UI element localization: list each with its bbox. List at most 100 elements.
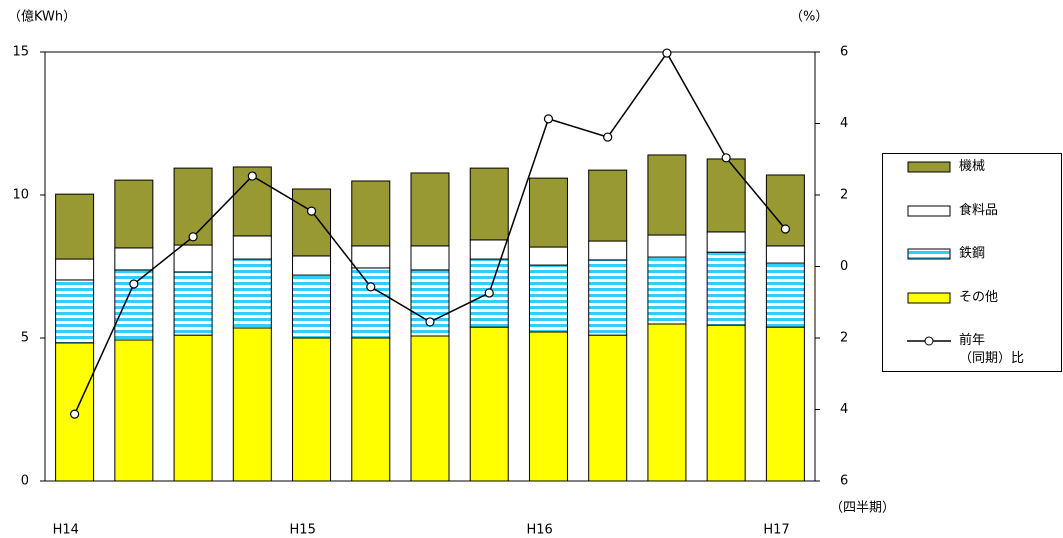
legend-box: [907, 292, 951, 303]
x-axis-label: （四半期）: [830, 501, 895, 516]
y-tick-label: 5: [21, 331, 29, 346]
bar-segment: [647, 256, 687, 325]
legend-label: 機械: [959, 159, 986, 174]
x-tick-label: H14: [53, 523, 79, 538]
bar-segment: [351, 267, 391, 339]
y-tick-label: 15: [12, 45, 29, 60]
legend: 機械食料品鉄鋼その他前年 （同期）比: [882, 153, 1062, 372]
bar-segment: [292, 188, 332, 257]
x-tick-label: H15: [290, 523, 316, 538]
y2-axis-label: （%）: [790, 10, 828, 25]
bar-segment: [588, 240, 628, 261]
line-marker: [662, 48, 672, 58]
y2-tick-label: 2: [840, 188, 848, 203]
line-marker: [366, 282, 376, 292]
bar-segment: [114, 339, 154, 482]
legend-entry: 鉄鋼: [907, 245, 985, 263]
bar-segment: [588, 169, 628, 242]
bar-segment: [351, 245, 391, 269]
y2-tick-label: 4: [840, 116, 848, 131]
bar-segment: [647, 323, 687, 482]
bar-segment: [528, 331, 568, 482]
bar-segment: [55, 258, 95, 281]
bar-segment: [173, 334, 213, 482]
bar-segment: [528, 264, 568, 333]
bar-segment: [469, 258, 509, 328]
legend-label: 前年 （同期）比: [959, 333, 1025, 366]
bar-segment: [647, 234, 687, 258]
bar-segment: [292, 274, 332, 339]
legend-entry: 食料品: [907, 202, 998, 220]
bar-segment: [765, 245, 805, 264]
legend-box: [907, 161, 951, 173]
bar-segment: [647, 154, 687, 236]
legend-box: [907, 248, 951, 260]
legend-marker: [924, 336, 934, 346]
legend-swatch: [907, 205, 951, 216]
bar-segment: [528, 177, 568, 248]
bar-segment: [351, 180, 391, 247]
bar-segment: [292, 337, 332, 482]
y2-tick-label: 6: [840, 45, 848, 60]
y-tick-label: 10: [12, 188, 29, 203]
bar-segment: [292, 255, 332, 276]
legend-entry: 機械: [907, 158, 985, 176]
bar-segment: [469, 326, 509, 482]
line-marker: [70, 409, 80, 419]
legend-swatch: [907, 161, 951, 173]
line-marker: [780, 224, 790, 234]
x-tick-label: H16: [526, 523, 552, 538]
y2-tick-label: 0: [840, 259, 848, 274]
bar-segment: [410, 172, 450, 247]
bar-segment: [114, 179, 154, 249]
line-marker: [188, 232, 198, 242]
bar-segment: [765, 174, 805, 247]
legend-box: [907, 205, 951, 216]
bar-segment: [706, 158, 746, 233]
bar-segment: [232, 258, 272, 329]
bar-segment: [114, 247, 154, 271]
bar-segment: [173, 244, 213, 273]
legend-label: その他: [959, 289, 999, 305]
line-marker: [129, 279, 139, 289]
legend-entry: 前年 （同期）比: [907, 332, 1024, 368]
y-tick-label: 0: [21, 474, 29, 489]
legend-swatch: [907, 292, 951, 303]
bar-segment: [232, 235, 272, 260]
legend-label: 鉄鋼: [959, 246, 986, 261]
y2-tick-label: 2: [840, 331, 848, 346]
bar-segment: [588, 334, 628, 482]
x-tick-label: H17: [763, 523, 789, 538]
legend-label: 食料品: [959, 202, 999, 218]
bar-segment: [410, 335, 450, 482]
bar-segment: [765, 326, 805, 482]
bar-segment: [55, 279, 95, 344]
bar-segment: [588, 259, 628, 336]
bar-segment: [706, 231, 746, 253]
bar-segment: [706, 251, 746, 326]
legend-swatch: [907, 336, 951, 346]
legend-entry: その他: [907, 289, 998, 307]
line-marker: [484, 288, 494, 298]
y2-tick-label: 4: [840, 402, 848, 417]
bar-segment: [410, 245, 450, 271]
bar-segment: [469, 167, 509, 241]
bar-segment: [351, 337, 391, 482]
bar-segment: [765, 262, 805, 328]
line-marker: [603, 132, 613, 142]
line-marker: [425, 317, 435, 327]
bar-segment: [528, 246, 568, 266]
bar-segment: [232, 327, 272, 482]
bar-segment: [173, 271, 213, 336]
line-marker: [247, 171, 257, 181]
legend-swatch: [907, 248, 951, 260]
y2-tick-label: 6: [840, 474, 848, 489]
line-marker: [543, 114, 554, 124]
line-marker: [306, 206, 317, 216]
bar-segment: [55, 193, 95, 260]
bar-segment: [706, 324, 746, 482]
line-marker: [721, 153, 731, 163]
y-axis-label: （億KWh）: [8, 9, 76, 25]
